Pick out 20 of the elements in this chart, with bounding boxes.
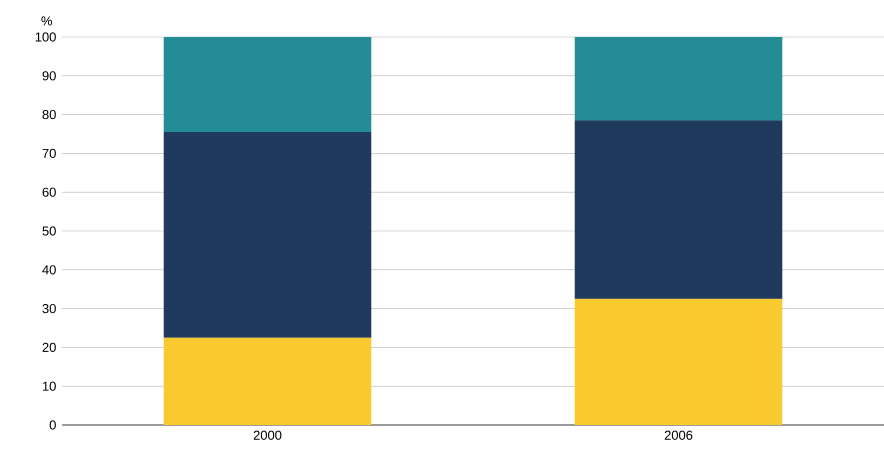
bar [164,36,372,132]
bar [164,132,372,338]
y-tick-label: 10 [42,382,56,391]
y-tick-label: 40 [42,265,56,274]
x-tick-label: 2000 [254,430,282,440]
y-tick-label: 90 [42,71,56,80]
y-tick-label: 20 [42,342,56,352]
y-tick-label: 30 [42,304,56,314]
y-tick-label: 50 [42,226,56,236]
y-tick-label: 60 [42,188,56,197]
bar [574,298,782,425]
x-tick-label: 2006 [664,430,692,440]
y-axis-title: % [41,16,52,26]
bar [574,120,782,299]
y-tick-label: 70 [42,148,56,158]
y-tick-label: 0 [50,420,56,430]
y-tick-label: 100 [36,32,56,42]
bar [164,338,372,425]
bar [574,36,782,120]
y-tick-label: 80 [42,110,56,120]
